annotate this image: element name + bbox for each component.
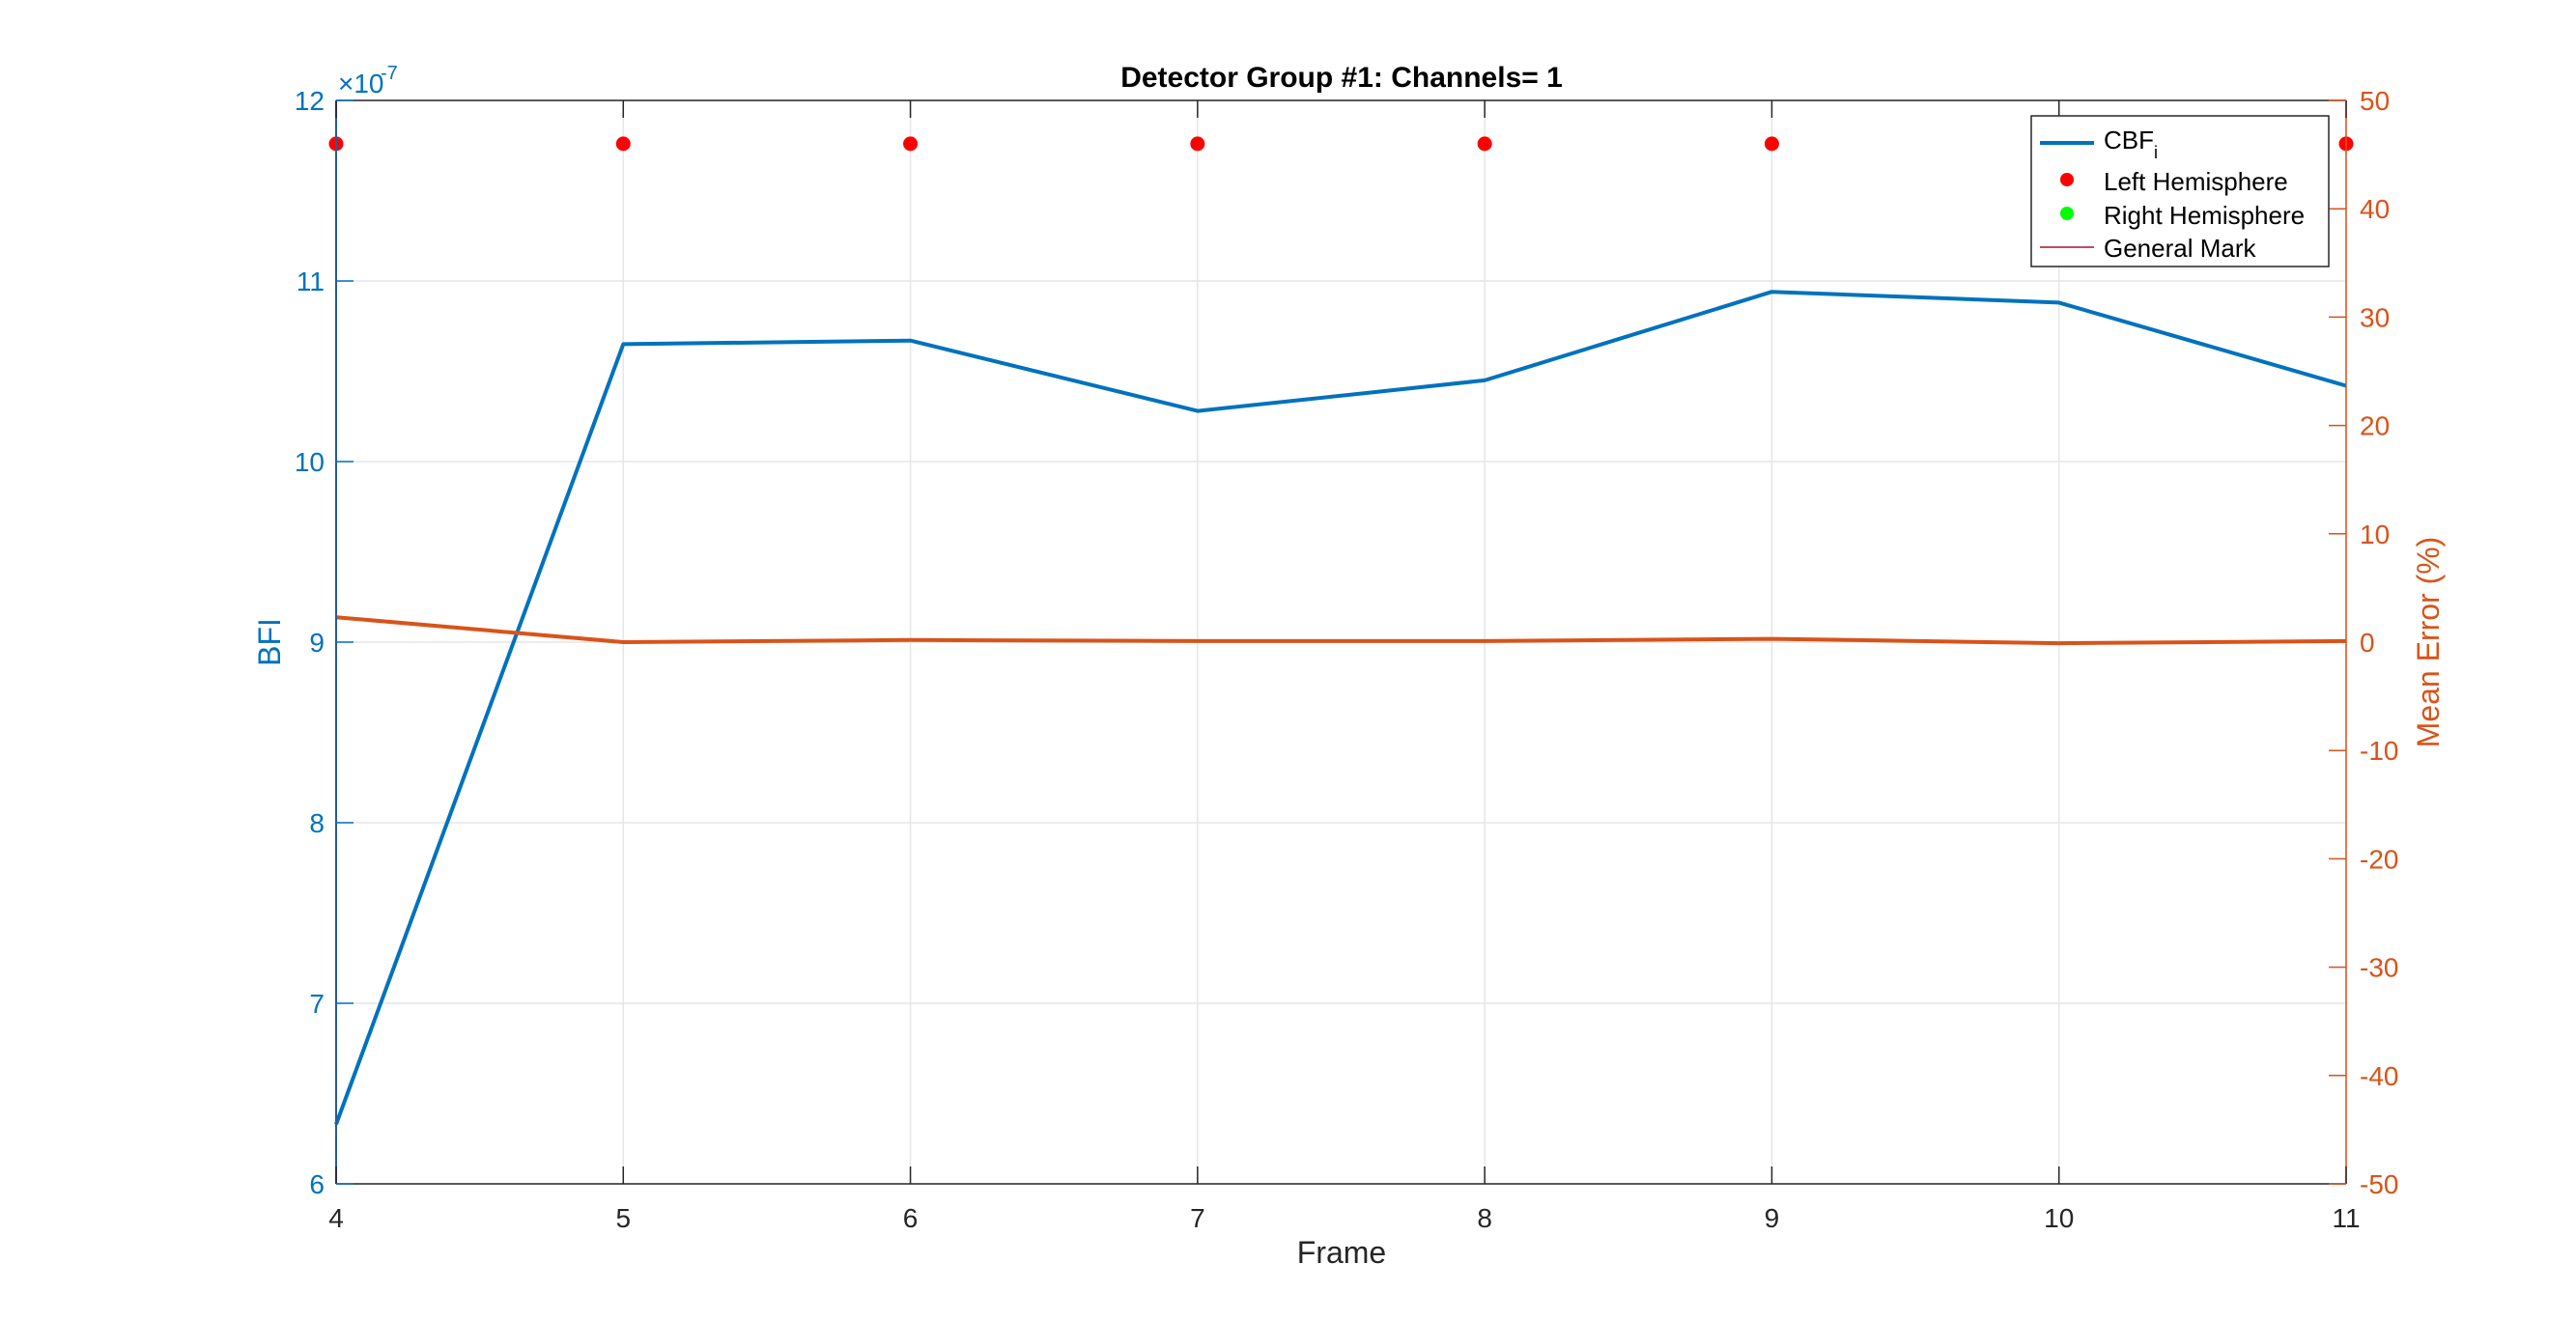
legend-cbf-name: CBF (2104, 126, 2154, 154)
legend-cbf-subscript: i (2154, 143, 2158, 162)
y-axis-right-label: Mean Error (%) (2411, 537, 2446, 748)
hemisphere-marker-2-4 (1477, 136, 1492, 152)
axes: 4 5 6 7 8 9 10 11 6 7 8 9 10 11 12 -50 -40 -30 -20 -10 0 10 20… (295, 86, 2399, 1233)
x-tick-label-5: 9 (1765, 1203, 1780, 1233)
hemisphere-marker-2-2 (903, 136, 919, 152)
legend-right-hemisphere-label: Right Hemisphere (2104, 201, 2305, 230)
hemisphere-marker-2-3 (1190, 136, 1205, 152)
y-right-tick-label-2: -30 (2360, 953, 2398, 983)
x-tick-label-4: 8 (1477, 1203, 1492, 1233)
legend-cbf-label: CBFi (2104, 126, 2158, 162)
y-axis-left-label: BFI (252, 618, 287, 666)
y-right-tick-label-4: -10 (2360, 736, 2398, 766)
x-tick-label-6: 10 (2044, 1203, 2074, 1233)
y-right-tick-label-10: 50 (2360, 86, 2390, 116)
mean-error-line (335, 615, 2347, 646)
y-left-tick-label-3: 9 (309, 628, 325, 658)
x-tick-label-1: 5 (615, 1203, 631, 1233)
y-right-tick-label-9: 40 (2360, 194, 2390, 224)
legend: CBFi Left Hemisphere Right Hemisphere Ge… (2030, 115, 2330, 267)
chart-title: Detector Group #1: Channels= 1 (1120, 62, 1563, 94)
y-right-tick-label-8: 30 (2360, 302, 2390, 332)
x-tick-label-2: 6 (903, 1203, 919, 1233)
x-tick-label-3: 7 (1190, 1203, 1205, 1233)
y-right-tick-label-3: -20 (2360, 844, 2398, 874)
x-axis-label: Frame (1297, 1235, 1386, 1270)
y-right-tick-label-6: 10 (2360, 520, 2390, 549)
y-left-tick-label-4: 10 (295, 447, 325, 477)
legend-left-hemisphere-label: Left Hemisphere (2104, 167, 2288, 196)
x-tick-label-0: 4 (328, 1203, 344, 1233)
y-right-tick-label-0: -50 (2360, 1169, 2398, 1199)
hemisphere-marker-2-1 (615, 136, 631, 152)
y-right-tick-label-1: -40 (2360, 1061, 2398, 1091)
legend-general-mark-label: General Mark (2104, 234, 2256, 263)
y-left-tick-label-2: 8 (309, 808, 325, 838)
exponent-base: ×10 (338, 69, 384, 98)
legend-left-hemisphere-swatch (2060, 173, 2074, 186)
y-left-tick-label-0: 6 (309, 1169, 325, 1199)
y-left-tick-label-1: 7 (309, 989, 325, 1019)
y-right-tick-label-7: 20 (2360, 411, 2390, 441)
legend-right-hemisphere-swatch (2060, 207, 2074, 220)
x-tick-label-7: 11 (2332, 1203, 2360, 1233)
y-left-tick-label-6: 12 (295, 86, 325, 116)
y-left-exponent: ×10 -7 (338, 63, 398, 98)
y-right-tick-label-5: 0 (2360, 628, 2375, 658)
cbf-line (334, 290, 2347, 1125)
hemisphere-marker-2-5 (1764, 136, 1779, 152)
exponent-power: -7 (381, 63, 398, 84)
y-left-tick-label-5: 11 (297, 267, 325, 296)
